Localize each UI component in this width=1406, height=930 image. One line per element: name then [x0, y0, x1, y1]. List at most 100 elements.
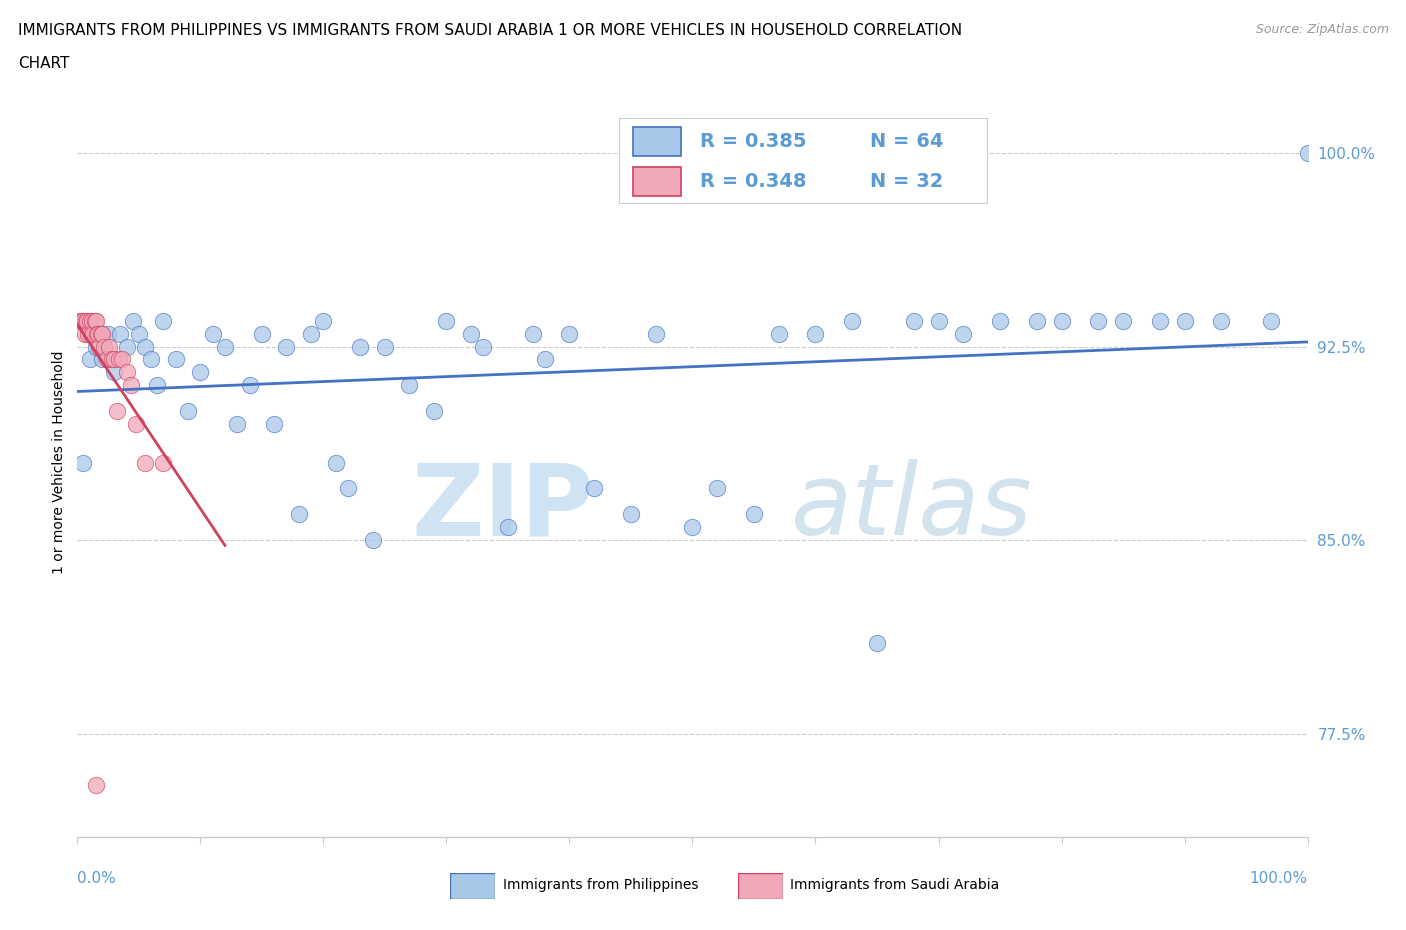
Point: [93, 339, 115, 354]
Point: [125, 417, 148, 432]
Point: [84, 777, 107, 792]
Point: [105, 404, 128, 418]
Point: [111, 352, 132, 366]
Point: [239, 378, 262, 392]
Point: [72, 456, 94, 471]
FancyBboxPatch shape: [619, 118, 987, 205]
Text: R = 0.385: R = 0.385: [700, 132, 806, 151]
Point: [841, 313, 863, 328]
Point: [76, 313, 98, 328]
Point: [1112, 313, 1135, 328]
Point: [1174, 313, 1197, 328]
Point: [89, 339, 111, 354]
Point: [90, 352, 114, 366]
Text: Immigrants from Saudi Arabia: Immigrants from Saudi Arabia: [790, 878, 1000, 893]
Text: Immigrants from Philippines: Immigrants from Philippines: [503, 878, 699, 893]
Point: [496, 520, 519, 535]
Point: [1296, 145, 1319, 160]
Point: [423, 404, 446, 418]
Point: [152, 456, 174, 471]
Point: [472, 339, 495, 354]
Point: [398, 378, 420, 392]
Text: Source: ZipAtlas.com: Source: ZipAtlas.com: [1256, 23, 1389, 36]
Point: [1087, 313, 1109, 328]
Point: [69, 313, 91, 328]
Point: [620, 507, 643, 522]
Point: [226, 417, 249, 432]
Point: [134, 456, 156, 471]
Point: [84, 313, 107, 328]
Point: [77, 326, 100, 341]
Point: [83, 313, 105, 328]
Point: [75, 313, 97, 328]
Point: [706, 481, 728, 496]
Point: [436, 313, 458, 328]
Point: [108, 352, 131, 366]
Point: [70, 313, 93, 328]
Point: [374, 339, 396, 354]
Point: [90, 326, 114, 341]
Point: [361, 533, 384, 548]
Point: [866, 636, 889, 651]
Text: IMMIGRANTS FROM PHILIPPINES VS IMMIGRANTS FROM SAUDI ARABIA 1 OR MORE VEHICLES I: IMMIGRANTS FROM PHILIPPINES VS IMMIGRANT…: [18, 23, 962, 38]
Point: [115, 365, 138, 379]
Point: [558, 326, 581, 341]
Point: [177, 404, 200, 418]
Text: R = 0.348: R = 0.348: [700, 172, 806, 191]
Point: [146, 378, 169, 392]
Point: [1026, 313, 1049, 328]
Point: [141, 352, 163, 366]
Point: [188, 365, 212, 379]
Text: CHART: CHART: [18, 56, 70, 71]
Point: [1211, 313, 1233, 328]
Point: [312, 313, 335, 328]
Point: [988, 313, 1011, 328]
Point: [1050, 313, 1073, 328]
Point: [928, 313, 950, 328]
Point: [87, 326, 110, 341]
Point: [903, 313, 925, 328]
FancyBboxPatch shape: [450, 873, 495, 899]
Point: [534, 352, 557, 366]
Point: [288, 507, 311, 522]
Point: [115, 339, 138, 354]
Point: [84, 339, 107, 354]
Point: [299, 326, 322, 341]
Point: [82, 313, 104, 328]
Point: [768, 326, 790, 341]
Point: [101, 352, 124, 366]
Point: [804, 326, 827, 341]
Point: [250, 326, 273, 341]
Point: [110, 326, 132, 341]
Point: [98, 339, 121, 354]
FancyBboxPatch shape: [633, 166, 682, 196]
Point: [82, 326, 104, 341]
Point: [79, 352, 101, 366]
Text: N = 32: N = 32: [869, 172, 943, 191]
Text: atlas: atlas: [792, 459, 1032, 556]
Point: [742, 507, 765, 522]
Point: [103, 365, 125, 379]
FancyBboxPatch shape: [633, 126, 682, 156]
Point: [1149, 313, 1171, 328]
Text: ZIP: ZIP: [411, 459, 595, 556]
Point: [90, 326, 112, 341]
Point: [583, 481, 606, 496]
Point: [349, 339, 371, 354]
Point: [337, 481, 360, 496]
Text: N = 64: N = 64: [869, 132, 943, 151]
Point: [263, 417, 285, 432]
Point: [128, 326, 150, 341]
Point: [121, 313, 143, 328]
Point: [79, 313, 101, 328]
Point: [952, 326, 974, 341]
FancyBboxPatch shape: [738, 873, 783, 899]
Point: [96, 352, 118, 366]
Point: [165, 352, 187, 366]
Point: [72, 313, 94, 328]
Point: [73, 326, 96, 341]
Point: [276, 339, 298, 354]
Point: [201, 326, 224, 341]
Point: [86, 326, 108, 341]
Text: 0.0%: 0.0%: [77, 870, 117, 885]
